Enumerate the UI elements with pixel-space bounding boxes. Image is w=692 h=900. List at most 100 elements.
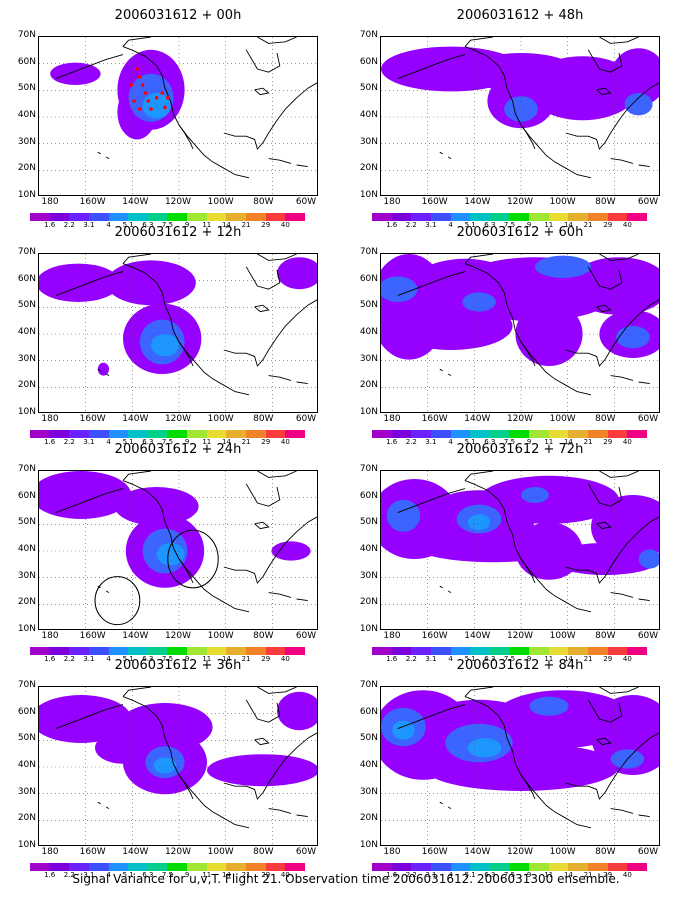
coastline xyxy=(596,521,612,530)
coastline xyxy=(223,566,264,584)
forecast-panel: 2006031612 + 72h 70N 60N 50N 40N 30N 20N 10N 180… xyxy=(350,442,670,667)
coastline xyxy=(97,801,101,805)
longitude-label: 100W xyxy=(207,197,234,207)
colorbar-swatch xyxy=(372,430,392,438)
latitude-label: 50N xyxy=(17,300,36,311)
colorbar-label: 40 xyxy=(280,655,290,663)
colorbar-swatch xyxy=(411,213,431,221)
colorbar-label: 14 xyxy=(221,438,231,446)
coastline xyxy=(604,516,659,577)
variance-contour xyxy=(610,48,659,106)
colorbar-label: 7.5 xyxy=(161,438,174,446)
coastline xyxy=(257,37,297,44)
observation-point xyxy=(146,99,150,103)
colorbar-label: 6.3 xyxy=(484,655,496,663)
longitude-label: 120W xyxy=(506,847,534,857)
longitude-label: 120W xyxy=(164,414,192,424)
colorbar-label: 11 xyxy=(202,871,212,879)
map-canvas xyxy=(381,254,659,412)
latitude-label: 40N xyxy=(359,110,378,120)
colorbar-swatch xyxy=(285,430,305,438)
coastline xyxy=(262,299,317,360)
variance-map xyxy=(380,253,660,413)
coastline xyxy=(257,687,297,694)
variance-contour xyxy=(467,514,491,531)
coastline xyxy=(587,49,623,73)
latitude-label: 10N xyxy=(359,840,378,850)
variance-contour xyxy=(277,691,317,731)
coastline xyxy=(599,254,639,261)
colorbar-swatch xyxy=(30,863,50,871)
colorbar-swatch xyxy=(49,430,70,438)
colorbar-label: 6.3 xyxy=(142,221,154,229)
colorbar-swatch xyxy=(128,863,148,871)
coastline xyxy=(587,266,623,290)
colorbar-swatch xyxy=(627,430,647,438)
longitude-label: 180 xyxy=(41,197,59,207)
colorbar-label: 21 xyxy=(583,221,593,229)
longitude-label: 160W xyxy=(421,414,448,424)
colorbar-swatch xyxy=(470,430,490,438)
coastline xyxy=(254,521,270,530)
coastline xyxy=(599,687,639,694)
variance-contour xyxy=(624,93,653,116)
colorbar-label: 29 xyxy=(603,438,613,446)
longitude-label: 80W xyxy=(595,197,616,207)
colorbar-label: 40 xyxy=(622,438,632,446)
colorbar-labels: 1.6 2.2 3.1 4 5.1 6.3 7.5 9 11 14 21 29 40 xyxy=(372,438,647,448)
coastline xyxy=(464,254,494,264)
latitude-label: 70N xyxy=(17,247,36,257)
coastline xyxy=(638,381,650,385)
colorbar-label: 6.3 xyxy=(142,655,154,663)
colorbar-labels: 1.6 2.2 3.1 4 5.1 6.3 7.5 9 11 14 21 29 40 xyxy=(372,221,647,231)
variance-map xyxy=(38,253,318,413)
longitude-label: 180 xyxy=(383,631,401,641)
latitude-label: 30N xyxy=(17,353,36,364)
colorbar-label: 14 xyxy=(563,221,573,229)
coastline xyxy=(520,774,536,800)
colorbar-label: 4 xyxy=(106,438,111,446)
coastline xyxy=(439,368,443,372)
variance-contour xyxy=(39,695,132,743)
colorbar-label: 29 xyxy=(603,871,613,879)
longitude-label: 120W xyxy=(164,197,192,207)
colorbar-label: 1.6 xyxy=(386,438,398,446)
latitude-label: 60N xyxy=(359,56,378,67)
outline-circle xyxy=(94,576,141,626)
colorbar-label: 1.6 xyxy=(386,655,398,663)
latitude-label: 20N xyxy=(359,163,378,174)
longitude-label: 140W xyxy=(122,414,149,424)
coastline xyxy=(223,782,264,800)
colorbar-swatch xyxy=(509,647,530,655)
colorbar-label: 1.6 xyxy=(44,221,56,229)
latitude-label: 70N xyxy=(17,464,36,474)
colorbar-label: 7.5 xyxy=(161,871,174,879)
coastline xyxy=(447,156,452,159)
colorbar-swatch xyxy=(226,863,247,871)
longitude-label: 60W xyxy=(295,414,317,424)
coastline xyxy=(223,349,264,367)
longitude-label: 180 xyxy=(383,414,401,424)
latitude-label: 20N xyxy=(359,597,378,608)
coastline xyxy=(596,304,612,313)
coastline xyxy=(439,585,443,589)
colorbar-label: 2.2 xyxy=(405,221,417,229)
colorbar-swatch xyxy=(627,647,647,655)
colorbar-swatch xyxy=(285,647,305,655)
coastline xyxy=(464,263,592,396)
variance-map xyxy=(38,686,318,846)
colorbar-label: 2.2 xyxy=(63,655,75,663)
longitude-label: 60W xyxy=(295,631,317,641)
variance-contour xyxy=(392,720,415,740)
variance-contour xyxy=(549,543,659,575)
colorbar-label: 4 xyxy=(448,221,453,229)
colorbar-swatch xyxy=(167,430,188,438)
longitude-label: 160W xyxy=(79,414,106,424)
map-canvas xyxy=(381,471,659,629)
latitude-label: 40N xyxy=(17,544,36,554)
latitude-label: 70N xyxy=(359,680,378,690)
longitude-label: 140W xyxy=(122,847,149,857)
colorbar-label: 9 xyxy=(184,438,190,446)
colorbar-labels: 1.6 2.2 3.1 4 5.1 6.3 7.5 9 11 14 21 29 40 xyxy=(30,871,305,881)
latitude-label: 30N xyxy=(17,786,36,797)
